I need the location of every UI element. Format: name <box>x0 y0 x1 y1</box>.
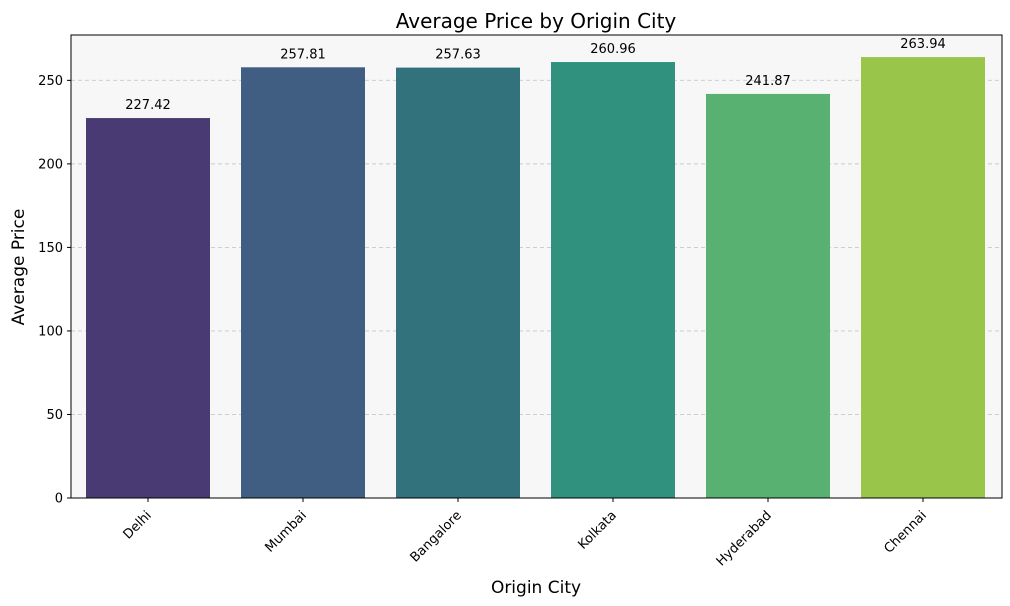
x-tick-label: Kolkata <box>575 508 619 552</box>
y-tick-label: 150 <box>38 241 63 256</box>
bar-value-label: 257.81 <box>280 47 326 62</box>
y-tick-label: 250 <box>38 74 63 89</box>
bar <box>396 67 520 498</box>
x-tick-label: Bangalore <box>408 508 465 565</box>
y-tick-label: 200 <box>38 157 63 172</box>
x-tick-label: Mumbai <box>262 508 309 555</box>
x-tick-label: Hyderabad <box>714 508 775 569</box>
value-labels: 227.42 257.81 257.63 260.96 241.87 263.94 <box>125 37 946 113</box>
bar <box>861 57 985 498</box>
y-tick-label: 50 <box>46 408 63 423</box>
plot-frame <box>70 34 1003 499</box>
bar-value-label: 263.94 <box>900 37 946 52</box>
bar <box>86 118 210 498</box>
bars <box>86 57 985 499</box>
y-axis: 0 50 100 150 200 250 <box>38 74 71 507</box>
plot-area <box>71 35 1002 498</box>
x-axis: Delhi Mumbai Bangalore Kolkata Hyderabad Chen… <box>121 498 930 569</box>
x-tick-label: Delhi <box>121 508 155 542</box>
x-tick-label: Chennai <box>881 508 929 556</box>
y-tick-label: 0 <box>55 492 63 507</box>
bar-value-label: 227.42 <box>125 98 171 113</box>
gridlines <box>71 79 1002 415</box>
bar <box>551 62 675 499</box>
bar-value-label: 257.63 <box>435 48 481 63</box>
chart-title: Average Price by Origin City <box>396 9 677 33</box>
bar <box>706 93 830 498</box>
bar <box>241 67 365 498</box>
bar-value-label: 260.96 <box>590 42 636 57</box>
bar-value-label: 241.87 <box>745 74 791 89</box>
x-axis-label: Origin City <box>491 578 581 598</box>
y-axis-label: Average Price <box>9 209 29 326</box>
y-tick-label: 100 <box>38 324 63 339</box>
